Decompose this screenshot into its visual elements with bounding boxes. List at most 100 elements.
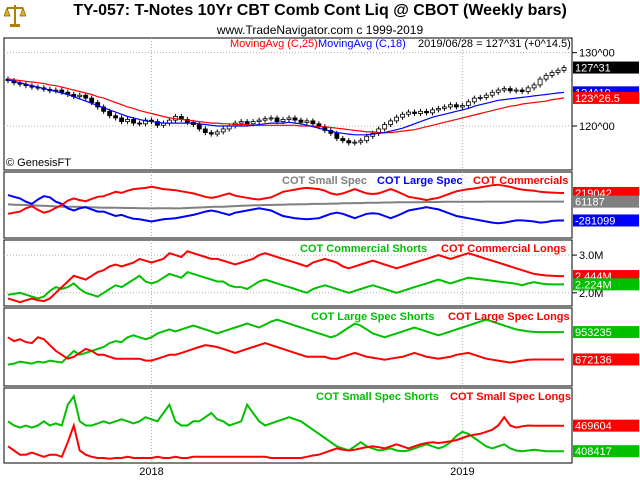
value-label-4-0: 953235 bbox=[575, 327, 612, 339]
candle-body bbox=[364, 135, 370, 142]
y-tick-label-1-1: 120^00 bbox=[579, 121, 615, 133]
last-bar-label: 2019/06/28 = 127^31 (+0^14.5) bbox=[418, 38, 571, 50]
candle-body bbox=[101, 106, 107, 112]
series-line-4-0 bbox=[7, 318, 564, 366]
x-tick-label-2018: 2018 bbox=[139, 466, 163, 478]
value-box-1-2 bbox=[573, 91, 639, 104]
legend-4-0: COT Large Spec Shorts bbox=[311, 311, 434, 323]
candle-body bbox=[418, 110, 423, 114]
candle-body bbox=[131, 119, 136, 124]
candle-body bbox=[304, 120, 310, 123]
candle-body bbox=[196, 124, 202, 130]
candle-body bbox=[208, 132, 214, 135]
candle-body bbox=[220, 128, 226, 133]
candle-body bbox=[555, 69, 561, 73]
candle-body bbox=[388, 120, 394, 125]
candle-body bbox=[238, 121, 244, 124]
candle-body bbox=[400, 113, 405, 118]
candle-body bbox=[543, 75, 549, 80]
watermark-genesis: © GenesisFT bbox=[6, 157, 71, 169]
value-label-3-1: 2.224M bbox=[575, 279, 612, 291]
candle-body bbox=[340, 138, 346, 142]
candle-body bbox=[537, 78, 543, 86]
moving-average-25-line bbox=[7, 78, 565, 134]
value-box-4-1 bbox=[573, 353, 639, 366]
series-line-5-0 bbox=[7, 393, 564, 453]
candle-body bbox=[244, 121, 250, 125]
candle-body bbox=[459, 105, 465, 108]
candle-body bbox=[436, 108, 441, 111]
value-box-5-1 bbox=[573, 445, 639, 458]
value-label-5-1: 408417 bbox=[575, 446, 612, 458]
series-line-2-0 bbox=[7, 200, 564, 210]
value-box-2-2 bbox=[573, 214, 639, 227]
candle-body bbox=[292, 117, 298, 121]
legend-2-2: COT Commercials bbox=[473, 175, 568, 187]
value-label-5-0: 469604 bbox=[575, 421, 612, 433]
candle-body bbox=[137, 122, 142, 125]
candle-body bbox=[202, 128, 208, 134]
candle-body bbox=[77, 94, 83, 98]
candle-body bbox=[442, 106, 447, 109]
legend-2-1: COT Large Spec bbox=[377, 175, 463, 187]
candle-body bbox=[256, 119, 262, 122]
candle-body bbox=[549, 72, 555, 76]
candle-body bbox=[513, 89, 519, 92]
candle-body bbox=[107, 110, 113, 117]
panel-frame-1 bbox=[3, 37, 573, 171]
candle-body bbox=[507, 88, 513, 92]
candle-body bbox=[346, 140, 352, 144]
chart-marks bbox=[5, 64, 567, 460]
legend-moving-average-18: MovingAvg (C,18) bbox=[318, 38, 406, 50]
candle-body bbox=[113, 115, 119, 119]
candle-body bbox=[412, 111, 417, 114]
candle-body bbox=[430, 109, 435, 114]
value-label-2-1: 61187 bbox=[575, 197, 605, 209]
candle-body bbox=[274, 117, 280, 123]
candle-body bbox=[155, 121, 160, 126]
series-line-2-2 bbox=[7, 183, 565, 215]
candle-body bbox=[214, 131, 220, 135]
candle-body bbox=[119, 117, 124, 123]
candle-body bbox=[334, 132, 340, 139]
value-label-1-2: 123^26.5 bbox=[575, 93, 620, 105]
panel-frames bbox=[3, 37, 573, 464]
y-tick-label-3-1: 2.0M bbox=[579, 288, 603, 300]
candle-body bbox=[352, 141, 358, 144]
candle-body bbox=[489, 91, 495, 96]
chart-subtitle: www.TradeNavigator.com c 1999-2019 bbox=[216, 23, 424, 37]
candle-body bbox=[125, 119, 130, 123]
candle-body bbox=[406, 111, 411, 115]
candle-body bbox=[83, 94, 89, 99]
value-box-2-1 bbox=[573, 195, 639, 208]
legend-3-0: COT Commercial Shorts bbox=[300, 243, 427, 255]
candle-body bbox=[519, 89, 525, 92]
candle-body bbox=[531, 84, 537, 89]
candle-body bbox=[298, 119, 304, 123]
candle-body bbox=[561, 67, 567, 71]
series-line-3-0 bbox=[7, 270, 564, 300]
candle-body bbox=[382, 124, 388, 130]
candle-body bbox=[424, 110, 429, 114]
candle-body bbox=[268, 117, 274, 120]
candle-body bbox=[453, 104, 459, 108]
candle-body bbox=[310, 120, 316, 125]
legend-5-1: COT Small Spec Longs bbox=[450, 391, 571, 403]
candle-body bbox=[250, 121, 256, 125]
candle-body bbox=[525, 87, 531, 92]
value-box-1-0 bbox=[573, 61, 639, 74]
moving-average-18-line bbox=[7, 79, 565, 136]
series-line-3-1 bbox=[7, 250, 564, 304]
value-box-5-0 bbox=[573, 419, 639, 432]
value-box-4-0 bbox=[573, 326, 639, 339]
value-label-1-0: 127^31 bbox=[575, 63, 611, 75]
chart-labels: 2018 2019 130^00 120^00 3.0M 2.0M MovingAvg (C… bbox=[6, 38, 639, 478]
legend-2-0: COT Small Spec bbox=[282, 175, 367, 187]
legend-4-1: COT Large Spec Longs bbox=[448, 311, 570, 323]
y-tick-label-1-0: 130^00 bbox=[579, 48, 615, 60]
y-tick-label-3-0: 3.0M bbox=[579, 250, 603, 262]
chart-title: TY-057: T-Notes 10Yr CBT Comb Cont Liq @… bbox=[73, 2, 567, 19]
value-box-3-1 bbox=[573, 278, 639, 291]
candle-body bbox=[495, 89, 501, 93]
